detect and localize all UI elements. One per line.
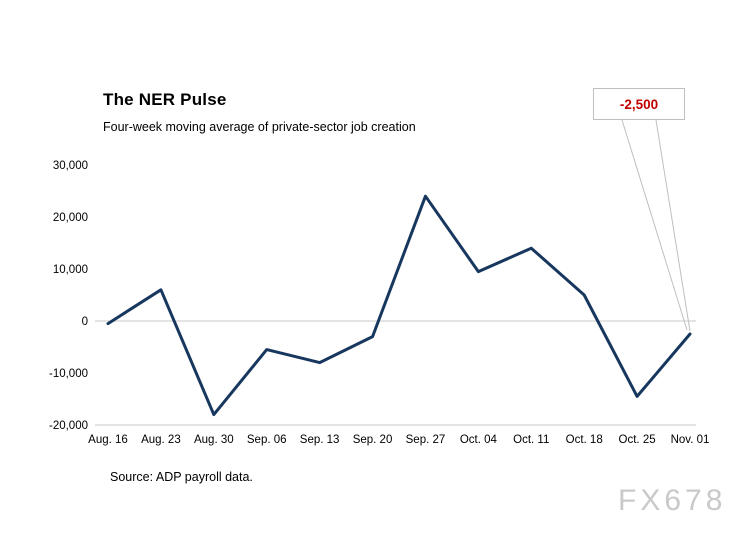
x-axis-tick-label: Oct. 11 [513, 434, 549, 446]
source-note: Source: ADP payroll data. [110, 470, 253, 484]
x-axis-tick-label: Aug. 16 [88, 434, 128, 446]
x-axis-tick-label: Oct. 18 [566, 434, 603, 446]
x-axis-tick-label: Aug. 30 [194, 434, 234, 446]
x-axis-tick-label: Sep. 06 [247, 434, 287, 446]
x-axis-tick-label: Sep. 27 [406, 434, 446, 446]
data-series-line [106, 194, 692, 417]
y-axis-tick-label: 0 [82, 316, 88, 328]
annotation-value-label: -2,500 [619, 96, 659, 112]
y-axis-tick-label: 10,000 [53, 264, 88, 276]
annotation-leader-line [655, 119, 691, 332]
y-axis-tick-label: 20,000 [53, 212, 88, 224]
annotation-leader-line [621, 119, 688, 331]
chart-subtitle: Four-week moving average of private-sect… [103, 120, 416, 134]
y-axis-tick-label: 30,000 [53, 160, 88, 172]
x-axis-tick-label: Sep. 20 [353, 434, 393, 446]
chart-title: The NER Pulse [103, 90, 227, 109]
x-axis-tick-label: Sep. 13 [300, 434, 340, 446]
x-axis-tick-label: Oct. 25 [619, 434, 656, 446]
x-axis-tick-label: Nov. 01 [671, 434, 710, 446]
x-axis-tick-label: Aug. 23 [141, 434, 181, 446]
y-axis-tick-label: -10,000 [49, 368, 88, 380]
y-axis-tick-label: -20,000 [49, 420, 88, 432]
watermark-logo: FX678 [618, 484, 727, 517]
annotation-callout: -2,500 [593, 88, 685, 120]
x-axis-tick-label: Oct. 04 [460, 434, 498, 446]
